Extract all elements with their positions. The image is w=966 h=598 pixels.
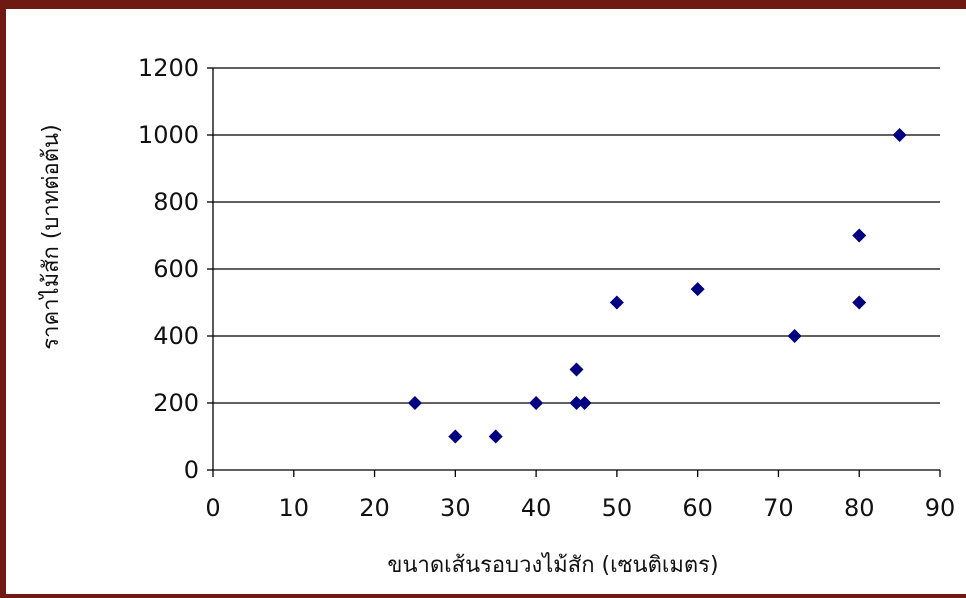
x-axis-title: ขนาดเส้นรอบวงไม้สัก (เซนติเมตร) [387, 552, 718, 578]
data-point [852, 228, 867, 243]
y-tick-labels: 0 200 400 600 800 1000 1200 [138, 54, 199, 484]
data-point [609, 295, 624, 310]
data-points [407, 128, 907, 444]
y-tick-label: 1200 [138, 54, 199, 82]
x-tick-labels: 0 10 20 30 40 50 60 70 80 90 [205, 494, 955, 522]
x-tick-label: 80 [844, 494, 875, 522]
x-tick-label: 20 [359, 494, 390, 522]
data-point [892, 128, 907, 142]
y-tick-label: 1000 [138, 121, 199, 149]
y-tick-label: 400 [153, 322, 199, 350]
x-tick-label: 90 [925, 494, 956, 522]
x-tick-label: 70 [763, 494, 794, 522]
x-tick-label: 0 [205, 494, 220, 522]
y-tick-label: 0 [184, 456, 199, 484]
data-point [577, 396, 592, 410]
data-point [852, 295, 867, 310]
x-tick-label: 10 [279, 494, 310, 522]
axes [207, 67, 941, 477]
x-tick-label: 60 [682, 494, 713, 522]
data-point [488, 429, 503, 444]
gridlines [213, 67, 940, 404]
data-point [690, 282, 705, 297]
y-tick-label: 600 [153, 255, 199, 283]
data-point [529, 396, 544, 410]
y-tick-label: 800 [153, 188, 199, 216]
data-point [569, 362, 584, 377]
x-tick-label: 30 [440, 494, 471, 522]
x-tick-label: 40 [521, 494, 552, 522]
x-tick-label: 50 [602, 494, 633, 522]
data-point [569, 396, 584, 410]
y-tick-label: 200 [153, 389, 199, 417]
data-point [407, 396, 422, 410]
data-point [787, 329, 802, 343]
y-axis-title: ราคาไม้สัก (บาทต่อต้น) [38, 124, 64, 349]
data-point [448, 429, 463, 444]
